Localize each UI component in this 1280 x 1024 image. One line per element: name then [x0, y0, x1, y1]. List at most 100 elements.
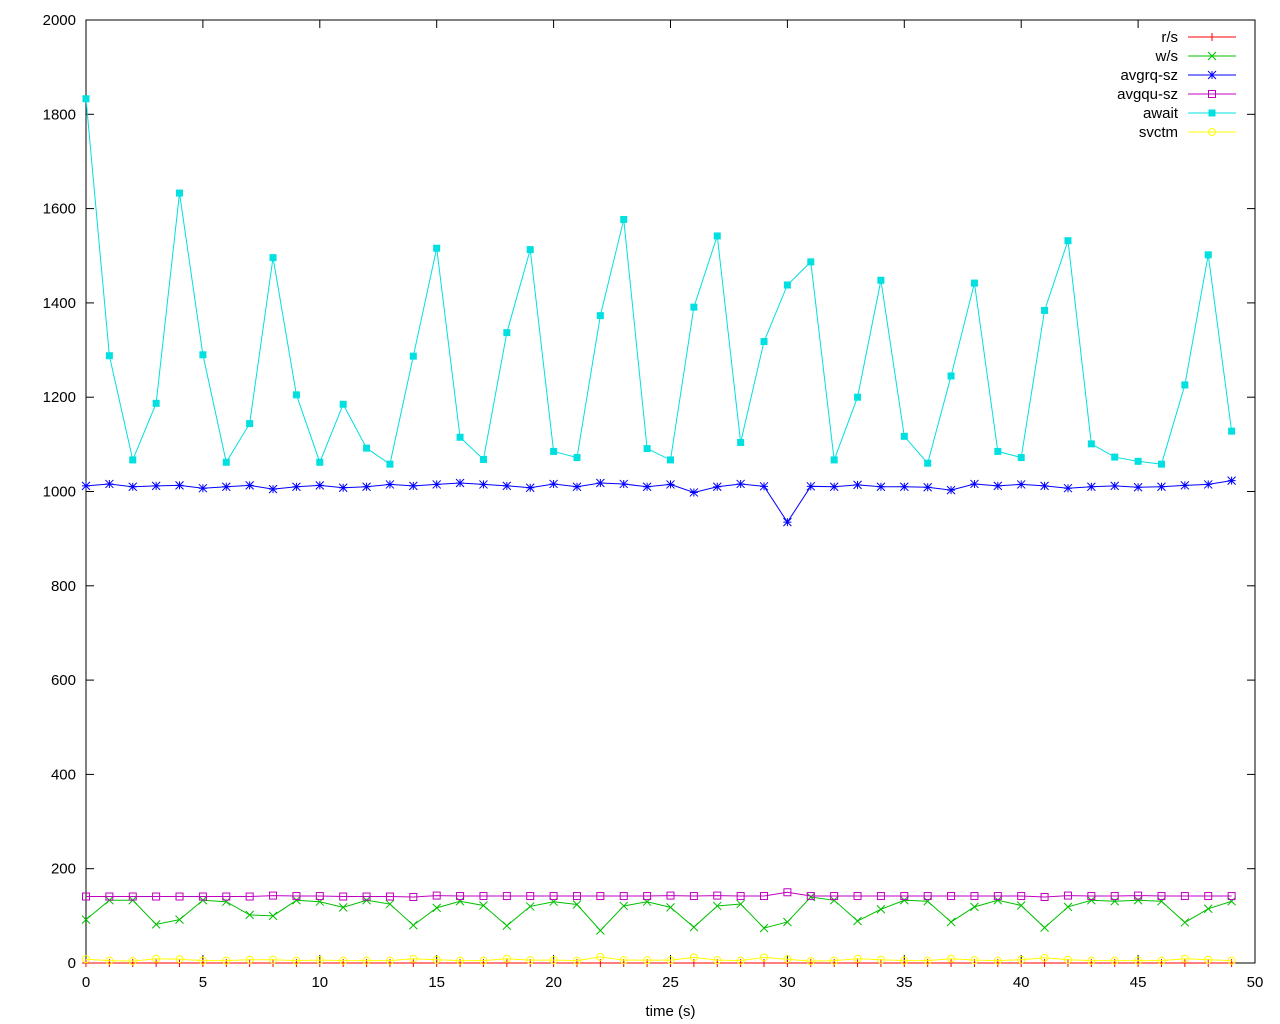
data-point: [245, 481, 255, 490]
data-point: [1110, 481, 1120, 491]
data-point: [455, 478, 465, 488]
data-point: [386, 460, 394, 468]
data-point: [268, 484, 278, 494]
data-point: [409, 352, 417, 360]
data-point: [269, 254, 277, 262]
data-point: [783, 281, 791, 289]
data-point: [456, 433, 464, 441]
y-tick-label: 600: [51, 672, 76, 689]
data-point: [1110, 956, 1119, 965]
data-point: [222, 892, 231, 901]
data-point: [783, 888, 792, 897]
data-point: [993, 895, 1003, 905]
data-point: [853, 892, 862, 901]
data-point: [947, 892, 956, 901]
data-point: [268, 911, 278, 921]
data-point: [502, 959, 511, 967]
data-point: [409, 959, 418, 967]
data-point: [199, 351, 207, 359]
y-tick-label: 1600: [43, 201, 76, 218]
data-point: [1157, 896, 1166, 906]
data-point: [292, 956, 301, 965]
data-point: [806, 957, 815, 966]
data-point: [923, 896, 933, 906]
data-point: [783, 955, 792, 964]
data-point: [736, 479, 745, 489]
data-point: [946, 485, 956, 495]
data-point: [176, 189, 184, 197]
data-point: [853, 954, 862, 963]
data-point: [689, 892, 698, 901]
legend-item: svctm: [1139, 124, 1236, 141]
data-point: [1180, 892, 1189, 901]
data-point: [82, 95, 90, 103]
data-point: [970, 956, 979, 965]
data-point: [339, 956, 348, 965]
data-point: [876, 955, 885, 964]
legend-label: avgqu-sz: [1117, 86, 1178, 103]
data-point: [1227, 956, 1236, 965]
data-point: [1204, 892, 1213, 901]
data-point: [175, 481, 184, 490]
data-point: [339, 892, 348, 901]
data-point: [549, 479, 558, 489]
data-point: [923, 956, 932, 965]
data-point: [572, 892, 581, 901]
legend-item: await: [1143, 105, 1236, 122]
data-point: [1017, 955, 1026, 964]
data-point: [947, 959, 956, 967]
axis-tick-labels: 0 5 10 15 20 25 30 35 40 45 50 0 200 400 600 800 1000 120…: [43, 12, 1264, 991]
data-point: [900, 956, 909, 965]
data-point: [479, 480, 488, 489]
y-tick-label: 1200: [43, 389, 76, 406]
y-tick-label: 800: [51, 578, 76, 595]
data-point: [105, 892, 114, 901]
data-point: [1134, 457, 1142, 465]
data-point: [760, 892, 769, 901]
data-point: [712, 901, 722, 911]
legend-swatch-marker: [1207, 51, 1217, 61]
data-point: [129, 456, 137, 464]
data-point: [175, 892, 184, 901]
data-point: [619, 956, 628, 965]
data-point: [807, 258, 815, 266]
legend-label: await: [1143, 105, 1179, 122]
data-point: [526, 246, 534, 254]
data-point: [151, 919, 161, 929]
series-avgqu-sz: [82, 888, 1236, 901]
data-point: [923, 892, 932, 901]
x-tick-label: 0: [82, 974, 90, 991]
legend: r/s w/s avgrq-sz avgqu-sz await svctm: [1117, 29, 1236, 141]
data-point: [315, 892, 324, 901]
data-point: [385, 956, 394, 965]
x-tick-label: 10: [311, 974, 328, 991]
data-point: [502, 921, 512, 931]
data-point: [900, 432, 908, 440]
data-point: [269, 955, 278, 964]
data-point: [338, 903, 348, 912]
data-point: [1041, 306, 1049, 314]
x-tick-label: 50: [1247, 974, 1264, 991]
data-point: [432, 955, 441, 964]
data-point: [152, 892, 161, 901]
data-point: [760, 338, 768, 346]
data-point: [128, 892, 137, 901]
data-point: [1040, 953, 1049, 962]
data-point: [736, 956, 745, 965]
x-tick-label: 15: [428, 974, 445, 991]
data-point: [713, 891, 722, 900]
data-point: [1017, 454, 1025, 462]
data-point: [760, 959, 769, 967]
series-await: [82, 95, 1236, 468]
data-point: [408, 481, 418, 491]
data-point: [479, 892, 488, 901]
legend-swatch-marker: [1208, 109, 1216, 117]
data-point: [363, 444, 371, 452]
data-point: [713, 232, 721, 240]
legend-label: w/s: [1155, 48, 1179, 65]
data-point: [315, 897, 325, 907]
y-tick-label: 1800: [43, 106, 76, 123]
data-point: [947, 372, 955, 380]
data-point: [502, 892, 511, 901]
data-point: [246, 420, 254, 428]
